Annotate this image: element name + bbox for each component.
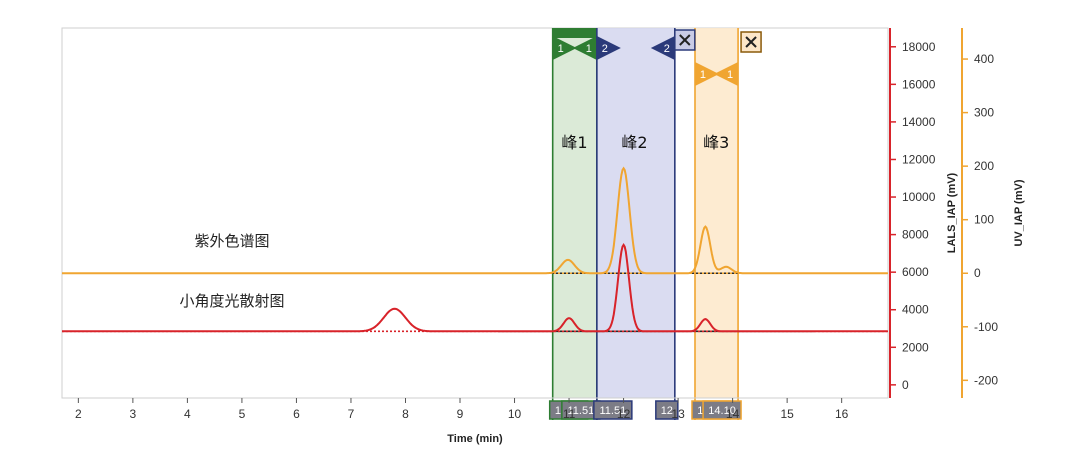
close-icon[interactable] bbox=[740, 31, 762, 53]
y2-tick-label: 100 bbox=[974, 213, 994, 227]
x-tick-label: 15 bbox=[780, 407, 794, 421]
x-tick-label: 11 bbox=[563, 407, 576, 421]
y1-tick-label: 16000 bbox=[902, 77, 936, 91]
y1-tick-label: 8000 bbox=[902, 228, 929, 242]
close-icon[interactable] bbox=[674, 29, 696, 51]
x-tick-label: 4 bbox=[184, 407, 191, 421]
peak-label: 峰3 bbox=[703, 133, 729, 152]
region-end-chip[interactable]: 12 bbox=[655, 400, 679, 420]
region-start-marker[interactable] bbox=[552, 36, 577, 60]
x-tick-label: 9 bbox=[457, 407, 464, 421]
marker-number: 1 bbox=[558, 43, 564, 55]
marker-number: 1 bbox=[727, 69, 733, 81]
y2-tick-label: 0 bbox=[974, 266, 981, 280]
region-end-chip[interactable]: 14.10 bbox=[702, 400, 742, 420]
close-stroke bbox=[679, 34, 691, 46]
y1-tick-label: 4000 bbox=[902, 303, 929, 317]
x-tick-label: 2 bbox=[75, 407, 82, 421]
chip-label: 14.10 bbox=[708, 405, 736, 417]
marker-number: 2 bbox=[602, 43, 608, 55]
chip-box bbox=[593, 400, 633, 420]
region-top-band bbox=[552, 28, 597, 38]
x-tick-label: 10 bbox=[508, 407, 522, 421]
x-tick-label: 3 bbox=[130, 407, 137, 421]
y1-axis-label: LALS_IAP (mV) bbox=[946, 172, 958, 253]
chip-label: 11.51 bbox=[567, 405, 594, 417]
x-tick-label: 12 bbox=[617, 407, 631, 421]
plot-frame bbox=[61, 27, 889, 399]
uv-trace bbox=[62, 166, 888, 275]
region-start-chip[interactable]: 11.51 bbox=[593, 400, 633, 420]
region-end-marker[interactable] bbox=[572, 36, 597, 60]
x-axis-label: Time (min) bbox=[447, 433, 503, 445]
x-tick-label: 7 bbox=[348, 407, 355, 421]
lals-series-label: 小角度光散射图 bbox=[179, 292, 284, 310]
x-tick-label: 13 bbox=[671, 407, 685, 421]
region-end-marker[interactable] bbox=[650, 36, 675, 60]
y2-tick-label: 400 bbox=[974, 52, 994, 66]
chip-box bbox=[655, 400, 679, 420]
y2-tick-label: 300 bbox=[974, 106, 994, 120]
peak-region bbox=[694, 28, 739, 398]
chip-label: 11.51 bbox=[599, 405, 626, 417]
chip-box bbox=[702, 400, 742, 420]
region-end-chip[interactable]: 11.51 bbox=[561, 400, 601, 420]
y2-tick-label: 200 bbox=[974, 159, 994, 173]
lals-trace bbox=[62, 243, 888, 333]
chip-label: 12 bbox=[661, 405, 673, 417]
peak-region bbox=[552, 28, 597, 398]
y2-axis-label: UV_IAP (mV) bbox=[1013, 179, 1025, 246]
peak-label: 峰1 bbox=[561, 133, 587, 152]
close-stroke bbox=[745, 36, 757, 48]
x-tick-label: 14 bbox=[726, 407, 740, 421]
y1-tick-label: 10000 bbox=[902, 190, 936, 204]
y1-tick-label: 18000 bbox=[902, 40, 936, 54]
peak-label: 峰2 bbox=[621, 133, 647, 152]
marker-number: 2 bbox=[664, 43, 670, 55]
y1-tick-label: 14000 bbox=[902, 115, 936, 129]
x-tick-label: 8 bbox=[402, 407, 409, 421]
x-tick-label: 6 bbox=[293, 407, 300, 421]
x-tick-label: 5 bbox=[239, 407, 246, 421]
y1-tick-label: 6000 bbox=[902, 265, 929, 279]
y2-tick-label: -100 bbox=[974, 320, 998, 334]
region-start-marker[interactable] bbox=[596, 36, 621, 60]
region-end-marker[interactable] bbox=[714, 62, 739, 86]
marker-number: 1 bbox=[586, 43, 592, 55]
y1-tick-label: 0 bbox=[902, 378, 909, 392]
y1-tick-label: 2000 bbox=[902, 340, 929, 354]
region-start-marker[interactable] bbox=[694, 62, 719, 86]
x-tick-label: 16 bbox=[835, 407, 849, 421]
y2-tick-label: -200 bbox=[974, 373, 998, 387]
y1-tick-label: 12000 bbox=[902, 152, 936, 166]
peak-region bbox=[596, 28, 675, 398]
marker-number: 1 bbox=[700, 69, 706, 81]
uv-series-label: 紫外色谱图 bbox=[194, 232, 269, 250]
